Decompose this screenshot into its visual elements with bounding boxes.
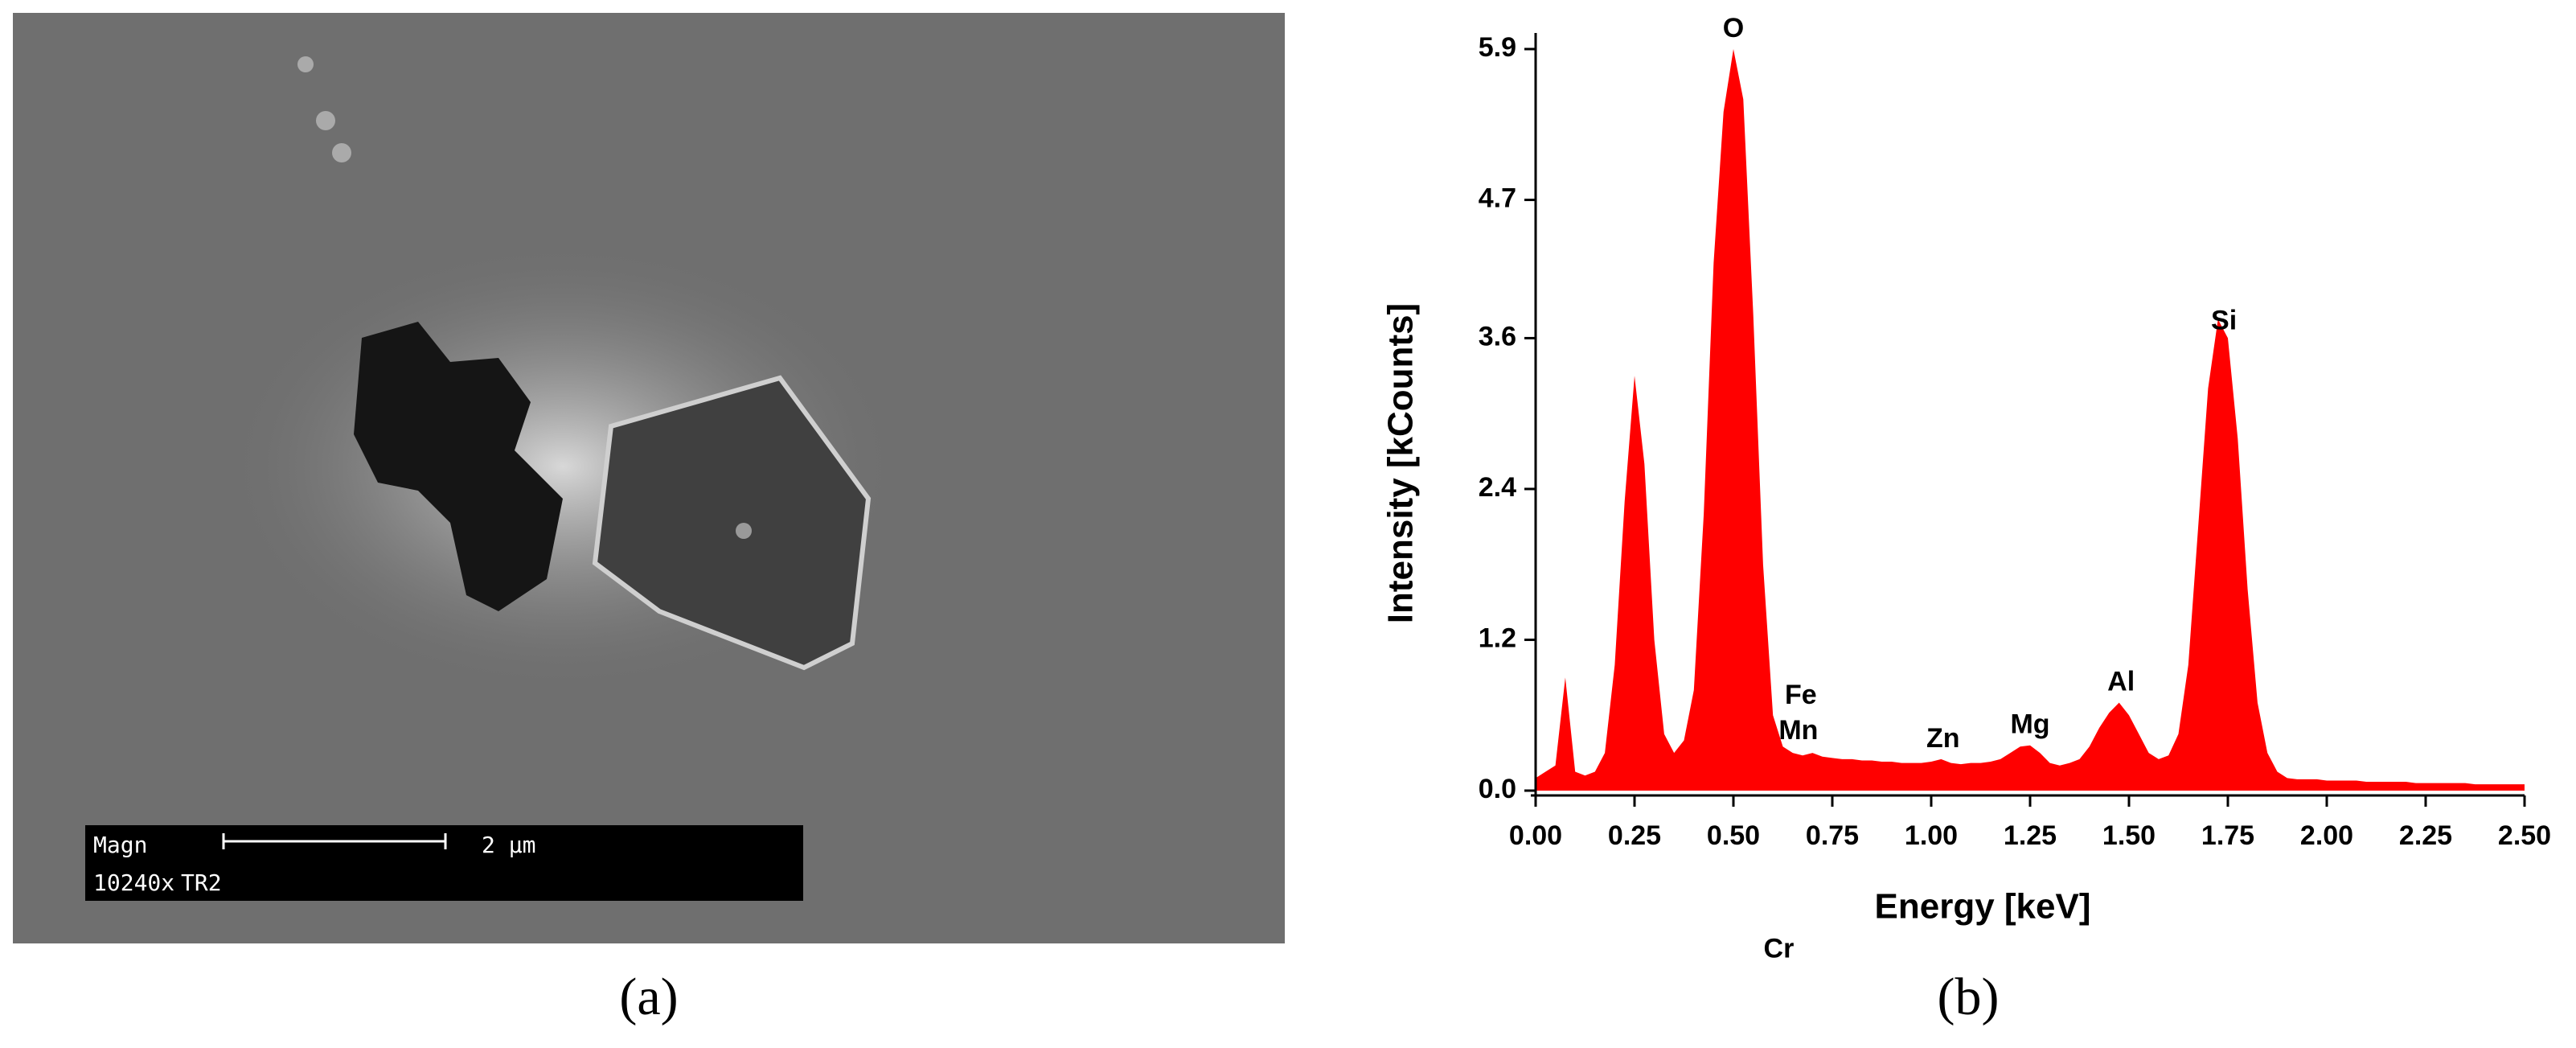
y-tick-label: 5.9 bbox=[1479, 32, 1516, 63]
x-tick-label: 0.75 bbox=[1806, 820, 1859, 851]
y-tick-label: 0.0 bbox=[1479, 774, 1516, 804]
x-tick-label: 1.00 bbox=[1905, 820, 1958, 851]
spectrum-area bbox=[1536, 49, 2525, 791]
y-tick-label: 3.6 bbox=[1479, 321, 1516, 351]
peak-label: Cr bbox=[1764, 934, 1795, 964]
y-tick-label: 1.2 bbox=[1479, 623, 1516, 653]
x-tick-label: 0.50 bbox=[1707, 820, 1760, 851]
sem-particle bbox=[316, 111, 335, 130]
sem-dot bbox=[736, 523, 752, 539]
peak-label: Mg bbox=[2010, 709, 2049, 740]
peak-label: Mn bbox=[1778, 715, 1818, 746]
detector: TR2 bbox=[181, 869, 222, 896]
sem-crystal bbox=[592, 375, 872, 671]
caption: (a) bbox=[619, 968, 678, 1026]
peak-label: O bbox=[1723, 13, 1744, 43]
peak-label: Zn bbox=[1926, 723, 1960, 754]
caption: (b) bbox=[1938, 968, 2000, 1026]
x-tick-label: 2.00 bbox=[2300, 820, 2353, 851]
sem-particle bbox=[332, 143, 351, 162]
y-tick-label: 4.7 bbox=[1479, 183, 1516, 214]
y-tick-label: 2.4 bbox=[1479, 472, 1516, 503]
x-tick-label: 1.75 bbox=[2201, 820, 2254, 851]
peak-label: Al bbox=[2107, 667, 2135, 697]
y-axis-title: Intensity [kCounts] bbox=[1381, 303, 1421, 623]
x-tick-label: 1.50 bbox=[2102, 820, 2156, 851]
x-axis-title: Energy [keV] bbox=[1875, 887, 2091, 927]
x-tick-label: 1.25 bbox=[2004, 820, 2057, 851]
scale-bar bbox=[222, 833, 447, 849]
x-tick-label: 2.50 bbox=[2498, 820, 2551, 851]
x-tick-label: 2.25 bbox=[2399, 820, 2452, 851]
peak-label: Fe bbox=[1785, 680, 1817, 710]
magn-label: Magn bbox=[93, 832, 147, 858]
peak-label: Si bbox=[2211, 305, 2237, 335]
sem-image: Magn 10240x TR2 2 µm bbox=[13, 13, 1285, 943]
sem-pit bbox=[354, 322, 563, 611]
magnification: 10240x bbox=[93, 869, 174, 896]
x-tick-label: 0.00 bbox=[1509, 820, 1562, 851]
sem-particle bbox=[297, 56, 314, 72]
scale-bar-label: 2 µm bbox=[482, 832, 535, 858]
plot: 0.0 1.2 2.4 3.6 4.7 5.9 0.00 0.25 0.50 0.75 1.00 1.… bbox=[1479, 13, 2551, 964]
x-tick-label: 0.25 bbox=[1608, 820, 1661, 851]
